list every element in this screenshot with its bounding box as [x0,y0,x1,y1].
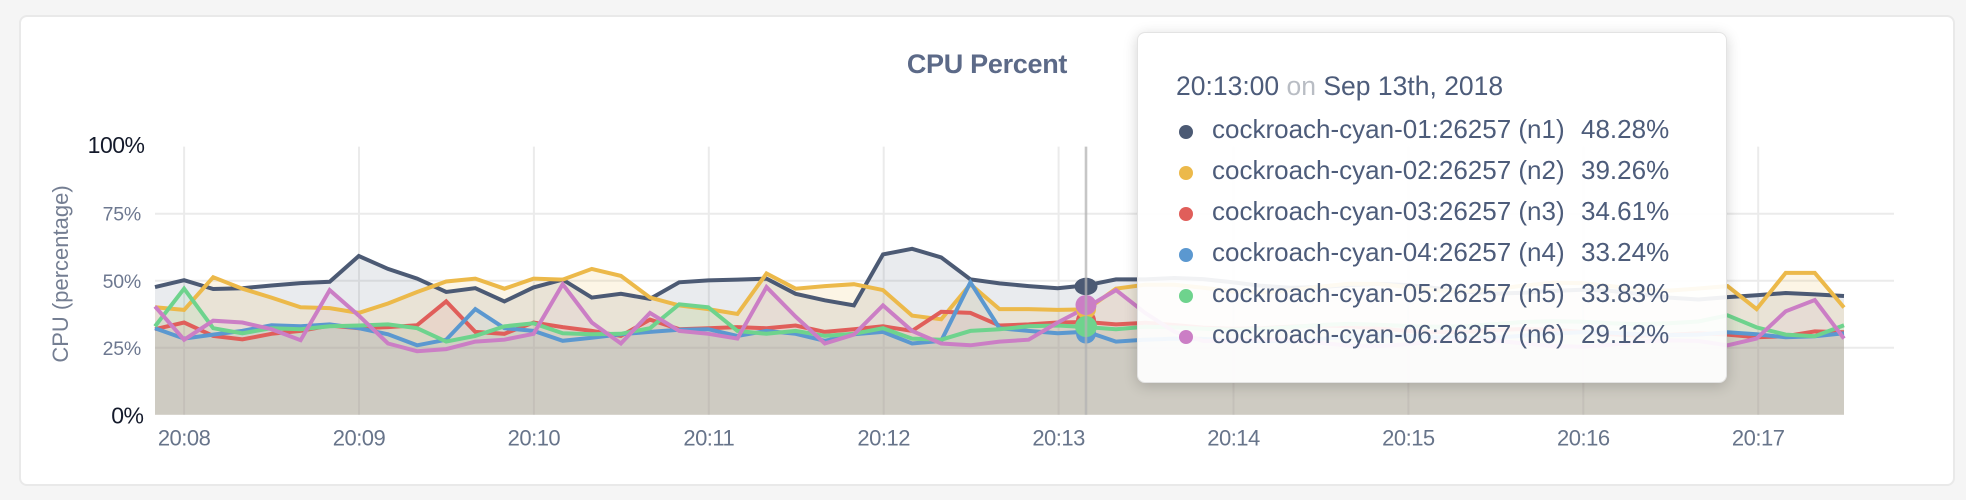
svg-text:20:16: 20:16 [1557,426,1610,451]
svg-text:75%: 75% [103,204,141,226]
svg-text:20:14: 20:14 [1207,426,1260,451]
svg-text:CPU (percentage): CPU (percentage) [48,185,73,362]
svg-text:20:15: 20:15 [1382,426,1435,451]
svg-text:20:17: 20:17 [1732,426,1785,451]
svg-text:100%: 100% [88,132,145,158]
svg-text:25%: 25% [103,338,141,360]
svg-text:20:12: 20:12 [857,426,910,451]
svg-text:20:09: 20:09 [333,426,386,451]
svg-text:0%: 0% [111,403,143,429]
svg-text:20:13: 20:13 [1032,426,1085,451]
svg-text:20:08: 20:08 [158,426,211,451]
svg-text:20:10: 20:10 [508,426,561,451]
svg-text:50%: 50% [103,271,141,293]
svg-text:20:11: 20:11 [683,426,734,451]
